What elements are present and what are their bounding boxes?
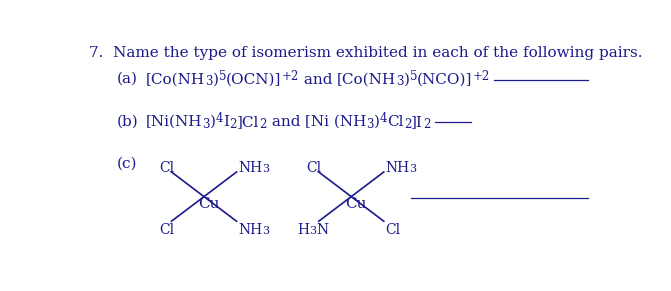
Text: Cu: Cu (345, 197, 366, 211)
Text: ]I: ]I (411, 115, 423, 129)
Text: 4: 4 (380, 112, 387, 125)
Text: (b): (b) (117, 114, 138, 128)
Text: (OCN)]: (OCN)] (226, 73, 281, 87)
Text: [Co(NH: [Co(NH (337, 73, 396, 87)
Text: 2: 2 (259, 118, 266, 131)
Text: 3: 3 (262, 226, 269, 236)
Text: N: N (316, 223, 328, 237)
Text: and: and (299, 73, 337, 87)
Text: ]Cl: ]Cl (237, 115, 259, 129)
Text: 3: 3 (366, 118, 374, 131)
Text: ): ) (404, 73, 409, 87)
Text: 3: 3 (205, 75, 213, 88)
Text: +2: +2 (281, 70, 299, 83)
Text: 3: 3 (409, 164, 417, 174)
Text: Cu: Cu (198, 197, 219, 211)
Text: I: I (223, 115, 229, 129)
Text: 2: 2 (404, 118, 411, 131)
Text: 7.  Name the type of isomerism exhibited in each of the following pairs.: 7. Name the type of isomerism exhibited … (89, 46, 643, 60)
Text: ): ) (374, 115, 380, 129)
Text: [Ni(NH: [Ni(NH (146, 115, 203, 129)
Text: (NCO)]: (NCO)] (417, 73, 472, 87)
Text: ): ) (213, 73, 219, 87)
Text: 4: 4 (216, 112, 223, 125)
Text: 5: 5 (409, 70, 417, 83)
Text: NH: NH (238, 223, 262, 237)
Text: Cl: Cl (387, 115, 404, 129)
Text: (a): (a) (117, 72, 138, 86)
Text: 5: 5 (219, 70, 226, 83)
Text: 3: 3 (262, 164, 269, 174)
Text: +2: +2 (472, 70, 490, 83)
Text: Cl: Cl (385, 223, 401, 237)
Text: Cl: Cl (159, 161, 174, 175)
Text: NH: NH (238, 161, 262, 175)
Text: NH: NH (385, 161, 409, 175)
Text: ): ) (210, 115, 216, 129)
Text: 2: 2 (229, 118, 237, 131)
Text: Cl: Cl (306, 161, 321, 175)
Text: [Co(NH: [Co(NH (146, 73, 205, 87)
Text: and: and (266, 115, 305, 129)
Text: 3: 3 (309, 226, 316, 236)
Text: (c): (c) (117, 157, 137, 171)
Text: 2: 2 (423, 118, 430, 131)
Text: 3: 3 (396, 75, 404, 88)
Text: H: H (297, 223, 309, 237)
Text: [Ni (NH: [Ni (NH (305, 115, 366, 129)
Text: 3: 3 (203, 118, 210, 131)
Text: Cl: Cl (159, 223, 174, 237)
